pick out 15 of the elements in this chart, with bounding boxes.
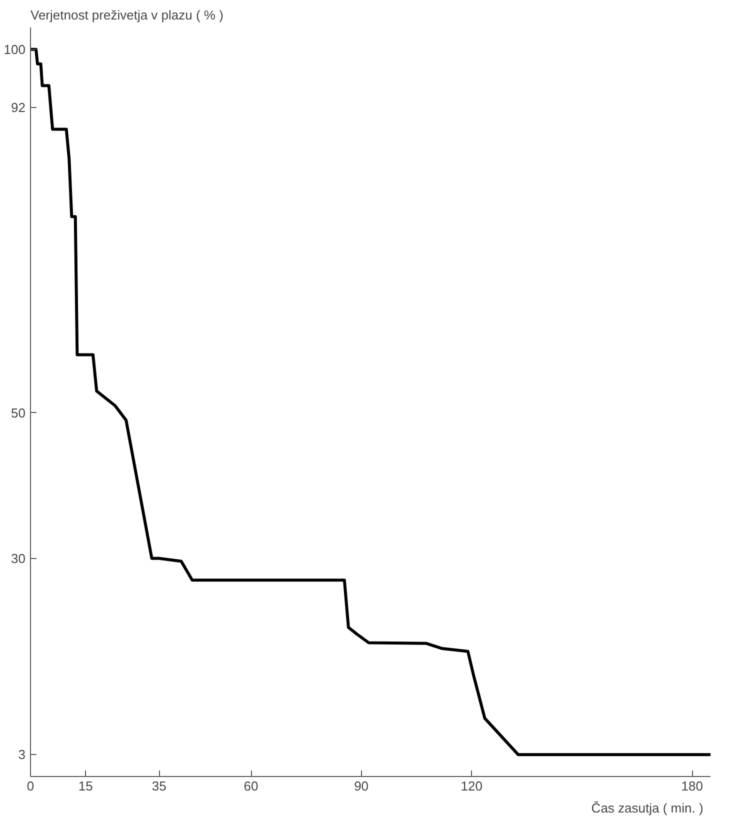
- y-tick-label: 3: [18, 747, 26, 762]
- x-tick-label: 35: [152, 778, 166, 794]
- x-axis-title: Čas zasutja ( min. ): [591, 800, 704, 816]
- y-tick-label: 50: [11, 405, 26, 420]
- x-tick-label: 90: [354, 778, 369, 794]
- x-tick-label: 120: [460, 778, 482, 794]
- y-tick-label: 30: [11, 550, 26, 566]
- x-tick-label: 60: [244, 778, 258, 794]
- x-tick-label: 15: [78, 778, 93, 794]
- x-tick-label: 180: [681, 778, 703, 794]
- y-axis-title: Verjetnost preživetja v plazu ( % ): [30, 8, 224, 22]
- y-tick-label: 100: [4, 42, 26, 57]
- y-tick-label: 92: [11, 100, 26, 115]
- line-series: [30, 48, 710, 756]
- x-tick-label: 0: [26, 778, 34, 794]
